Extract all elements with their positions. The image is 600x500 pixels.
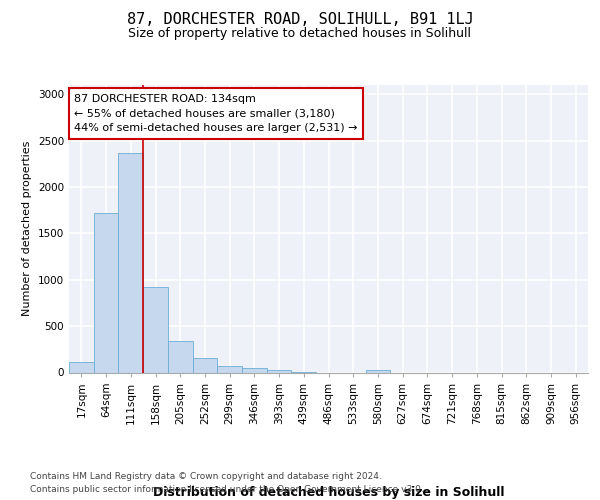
Y-axis label: Number of detached properties: Number of detached properties — [22, 141, 32, 316]
Text: Contains HM Land Registry data © Crown copyright and database right 2024.: Contains HM Land Registry data © Crown c… — [30, 472, 382, 481]
Bar — [118, 152, 143, 372]
Bar — [168, 341, 193, 372]
Text: Size of property relative to detached houses in Solihull: Size of property relative to detached ho… — [128, 28, 472, 40]
Bar — [365, 370, 390, 372]
Bar — [217, 366, 242, 372]
Bar — [69, 362, 94, 372]
Text: 87 DORCHESTER ROAD: 134sqm
← 55% of detached houses are smaller (3,180)
44% of s: 87 DORCHESTER ROAD: 134sqm ← 55% of deta… — [74, 94, 358, 133]
Bar — [143, 287, 168, 372]
Bar — [267, 370, 292, 372]
Bar — [242, 368, 267, 372]
Bar — [193, 358, 217, 372]
Text: Contains public sector information licensed under the Open Government Licence v3: Contains public sector information licen… — [30, 485, 424, 494]
Text: 87, DORCHESTER ROAD, SOLIHULL, B91 1LJ: 87, DORCHESTER ROAD, SOLIHULL, B91 1LJ — [127, 12, 473, 28]
Bar — [94, 213, 118, 372]
X-axis label: Distribution of detached houses by size in Solihull: Distribution of detached houses by size … — [153, 486, 504, 499]
